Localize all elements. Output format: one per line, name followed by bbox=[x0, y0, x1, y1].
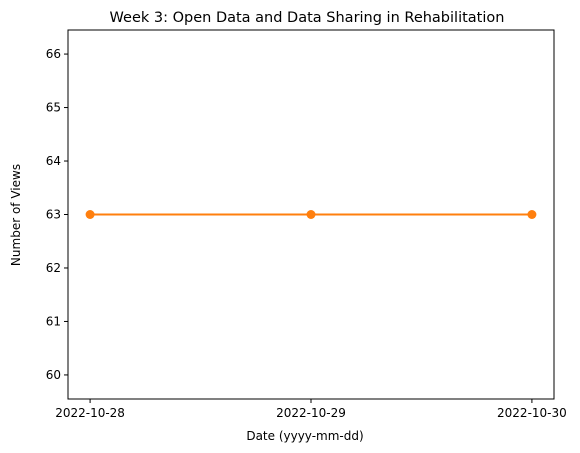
x-axis-label: Date (yyyy-mm-dd) bbox=[246, 429, 363, 443]
data-point bbox=[85, 210, 95, 219]
data-point bbox=[527, 210, 537, 219]
y-tick-label: 60 bbox=[46, 368, 61, 382]
x-tick-label: 2022-10-30 bbox=[497, 406, 567, 420]
data-point bbox=[306, 210, 316, 219]
y-tick-label: 63 bbox=[46, 208, 61, 222]
y-tick-label: 61 bbox=[46, 314, 61, 328]
series-layer bbox=[85, 210, 537, 219]
x-tick-label: 2022-10-28 bbox=[55, 406, 125, 420]
y-tick-label: 65 bbox=[46, 101, 61, 115]
y-tick-label: 64 bbox=[46, 154, 61, 168]
y-axis: 60 61 62 63 64 65 66 bbox=[46, 47, 68, 382]
plot-area-frame bbox=[67, 29, 555, 400]
x-axis: 2022-10-28 2022-10-29 2022-10-30 bbox=[55, 399, 567, 420]
y-tick-label: 66 bbox=[46, 47, 61, 61]
y-axis-label: Number of Views bbox=[9, 164, 23, 266]
chart-title: Week 3: Open Data and Data Sharing in Re… bbox=[110, 10, 505, 26]
x-tick-label: 2022-10-29 bbox=[276, 406, 346, 420]
y-tick-label: 62 bbox=[46, 261, 61, 275]
